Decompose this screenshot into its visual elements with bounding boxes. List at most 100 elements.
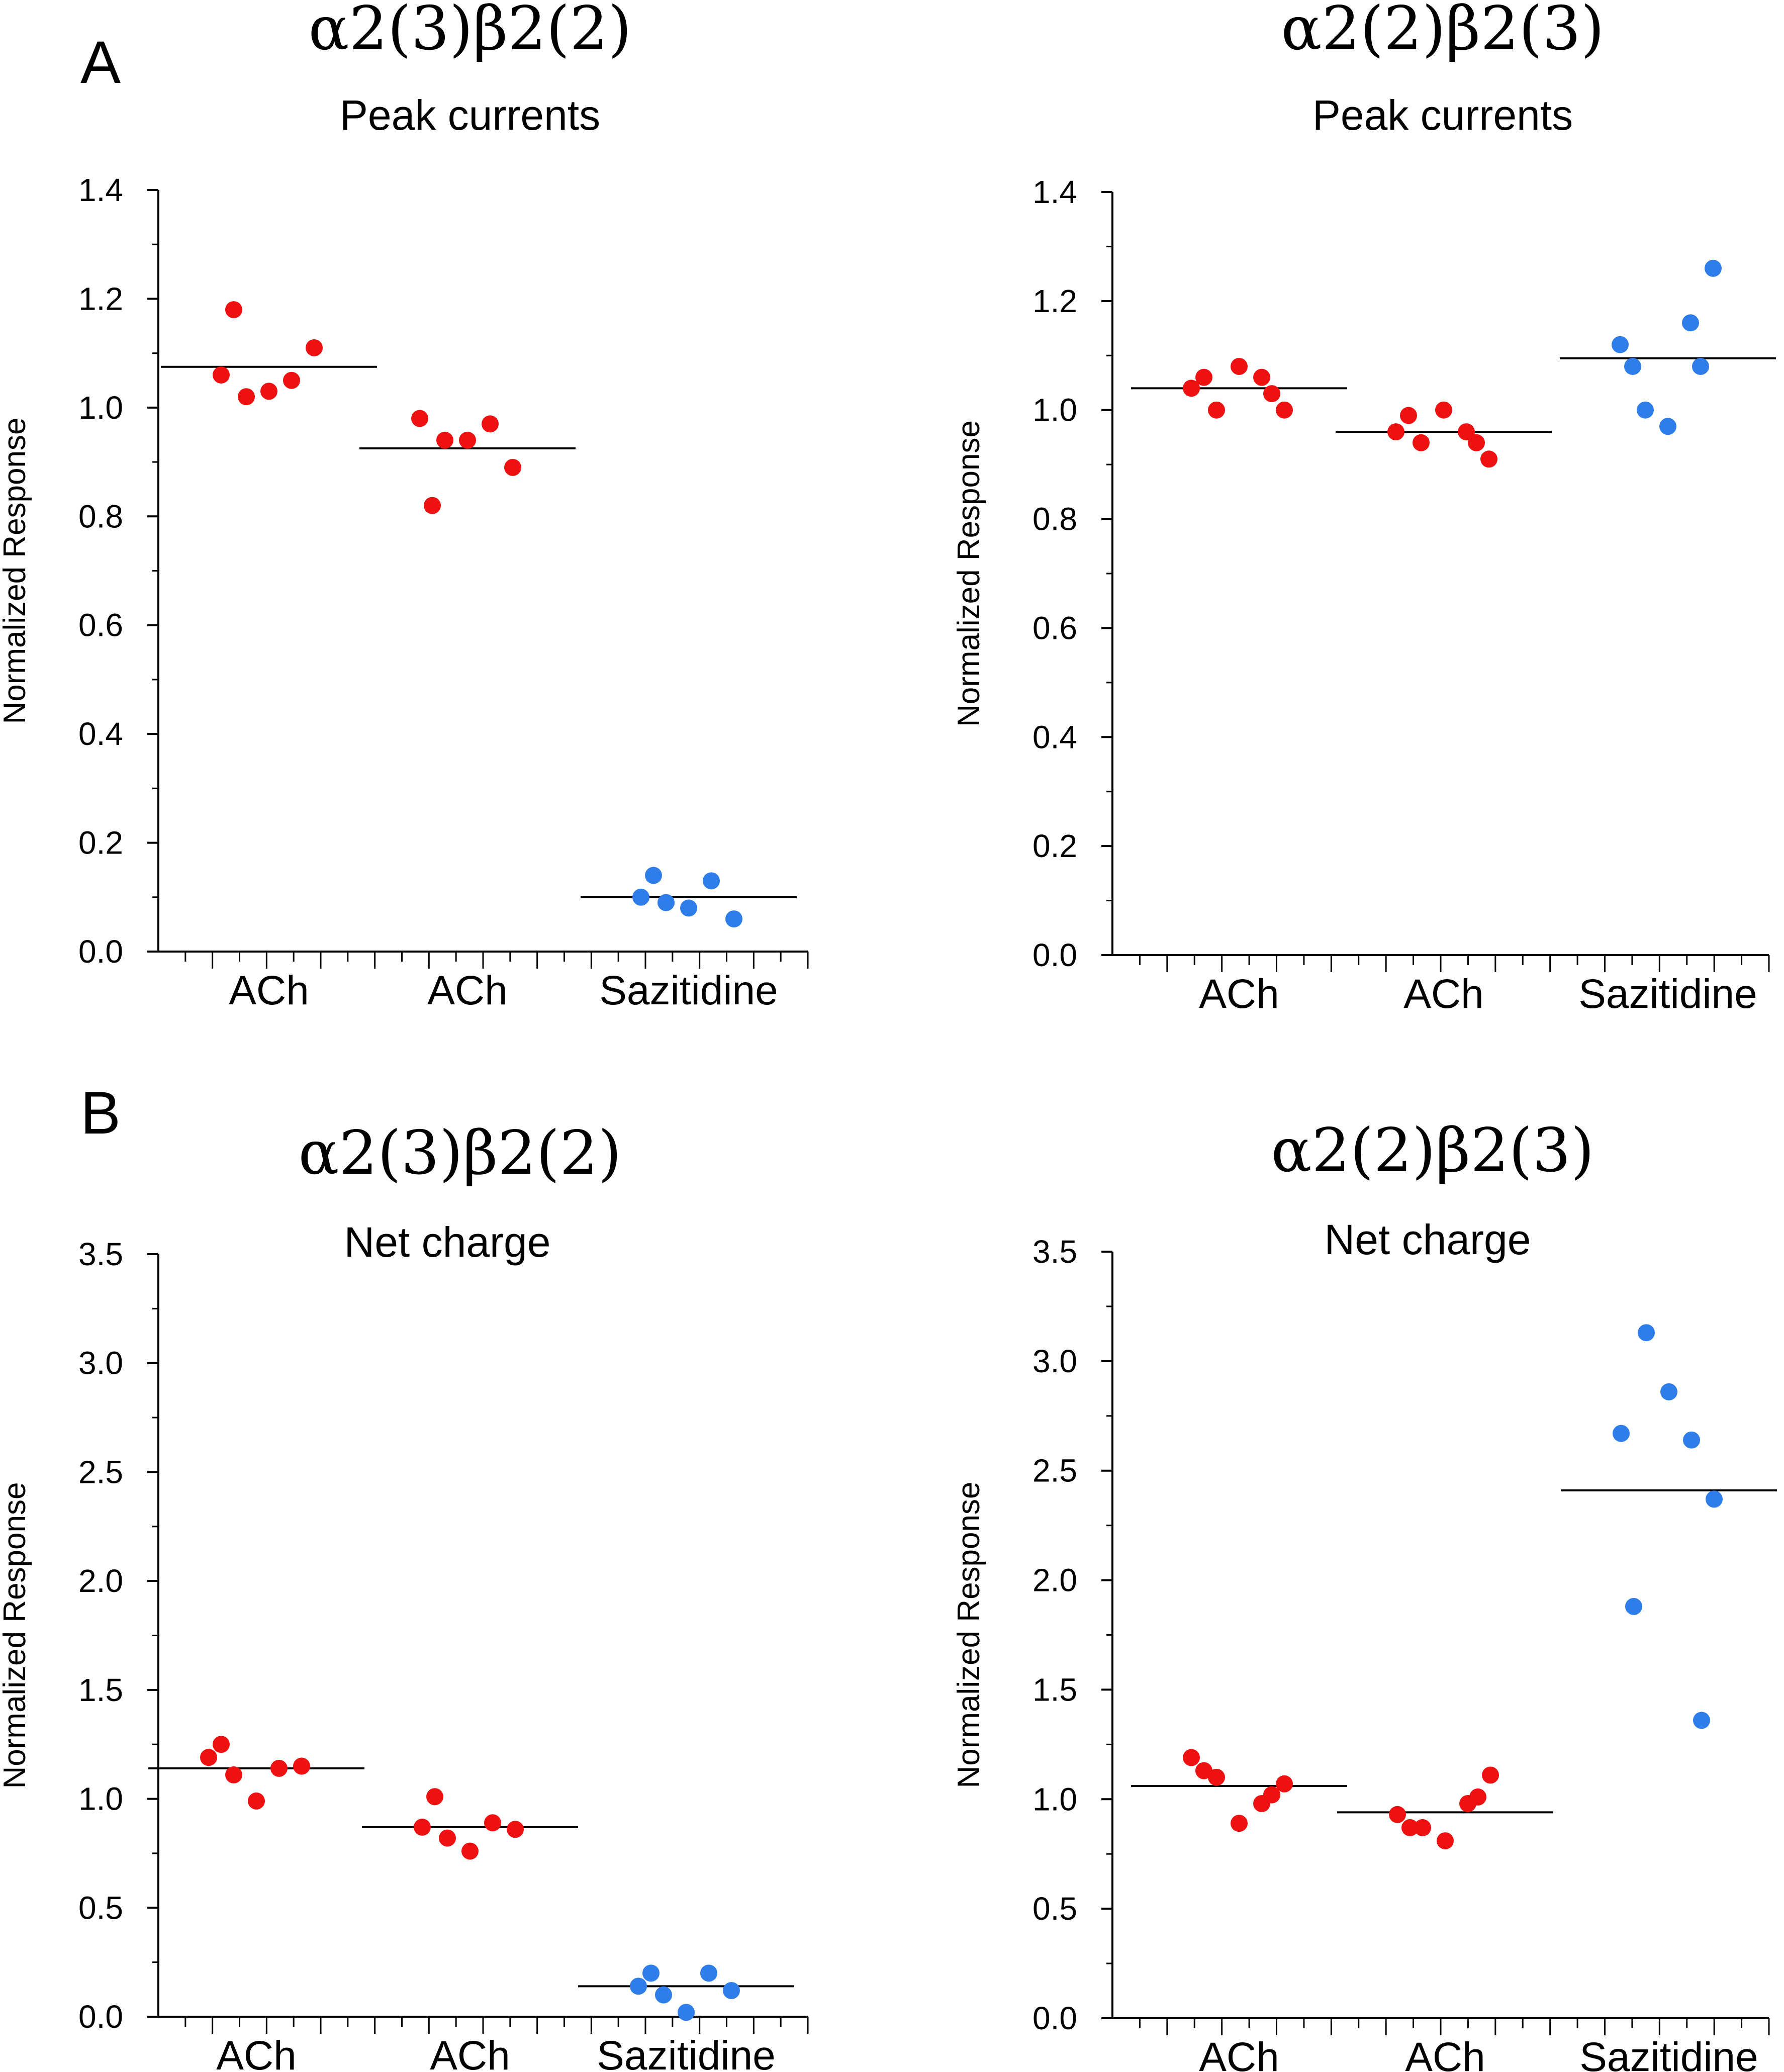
data-point (459, 431, 476, 449)
y-tick-label: 1.4 (78, 172, 123, 208)
chart-title: Peak currents (1312, 91, 1573, 139)
data-point (655, 1986, 672, 2004)
y-tick-label: 0.5 (78, 1890, 123, 1926)
data-point (411, 410, 428, 427)
data-point (424, 497, 441, 514)
y-axis-label: Normalized Response (952, 1482, 986, 1788)
data-point (238, 388, 255, 406)
chart-b-right: α2(2)β2(3) Net charge 0.0 0.5 1.0 1.5 2.0 2.5 3.… (952, 1116, 1777, 2072)
data-point (200, 1749, 217, 1766)
y-tick-label: 1.0 (78, 1781, 123, 1817)
data-point (1638, 1324, 1655, 1342)
chart-b-left: α2(3)β2(2) Net charge 0.0 0.5 1.0 1.5 2.0 2.5 3.… (0, 1118, 809, 2072)
y-tick-label: 1.2 (78, 280, 123, 317)
data-point (723, 1982, 740, 1999)
y-tick-label: 3.0 (1032, 1343, 1077, 1379)
data-point (213, 1736, 230, 1753)
data-point (1705, 259, 1722, 277)
data-point (1683, 1431, 1700, 1449)
data-point (1276, 1775, 1293, 1793)
data-point (1637, 401, 1654, 419)
data-point (703, 872, 720, 890)
data-point (225, 301, 242, 319)
y-tick-label: 1.5 (1032, 1671, 1077, 1708)
x-category-label: ACh (229, 968, 309, 1013)
data-point (1437, 1832, 1454, 1850)
data-point (1208, 1768, 1225, 1786)
x-category-label: ACh (216, 2033, 297, 2072)
data-point (293, 1757, 310, 1775)
data-point (630, 1977, 647, 1995)
data-point (1693, 1712, 1710, 1729)
data-point (1692, 357, 1709, 375)
data-point (484, 1814, 501, 1832)
data-point (1183, 380, 1200, 397)
data-point (680, 899, 697, 917)
data-point (482, 415, 499, 433)
y-tick-label: 0.0 (1032, 2000, 1077, 2036)
y-tick-label: 0.0 (78, 933, 123, 970)
data-point (260, 383, 277, 400)
x-category-label: Sazitidine (599, 968, 778, 1013)
data-point (306, 339, 323, 356)
construct-label: α2(3)β2(2) (298, 1118, 621, 1188)
x-category-label: Sazitidine (1579, 2034, 1758, 2072)
y-tick-label: 1.0 (1032, 1781, 1077, 1817)
construct-label: α2(2)β2(3) (1281, 0, 1604, 64)
data-point (439, 1829, 456, 1847)
y-axis-label: Normalized Response (952, 420, 986, 727)
data-point (1612, 336, 1629, 353)
y-tick-label: 3.5 (1032, 1234, 1077, 1270)
data-point (1482, 1766, 1499, 1784)
y-tick-label: 0.6 (78, 607, 123, 643)
data-point (1195, 1762, 1212, 1779)
y-tick-label: 0.2 (78, 825, 123, 861)
data-point (1414, 1819, 1431, 1836)
data-point (213, 366, 230, 384)
data-point (1706, 1490, 1723, 1508)
data-point (1624, 357, 1641, 375)
data-point (658, 894, 675, 911)
data-point (414, 1818, 431, 1836)
data-point (1387, 423, 1404, 441)
x-category-label: ACh (427, 968, 508, 1013)
chart-title: Peak currents (340, 91, 600, 139)
data-point (700, 1964, 717, 1982)
data-point (1389, 1806, 1406, 1823)
x-category-label: ACh (1199, 2034, 1279, 2072)
data-point (1659, 418, 1676, 435)
y-tick-label: 0.0 (1032, 937, 1077, 973)
x-category-label: Sazitidine (597, 2033, 776, 2072)
data-point (1208, 401, 1225, 419)
y-tick-label: 1.4 (1032, 174, 1077, 210)
data-point (1469, 1788, 1486, 1806)
data-point (1231, 357, 1248, 375)
chart-title: Net charge (344, 1218, 551, 1266)
y-tick-label: 3.5 (78, 1236, 123, 1272)
y-tick-label: 1.0 (78, 390, 123, 426)
construct-label: α2(3)β2(2) (308, 0, 631, 64)
data-point (270, 1759, 288, 1777)
data-point (1401, 1819, 1419, 1836)
y-tick-label: 2.0 (1032, 1562, 1077, 1598)
data-point (283, 371, 300, 389)
data-point (678, 2004, 695, 2021)
y-tick-label: 2.5 (78, 1454, 123, 1490)
data-point (1480, 450, 1497, 468)
data-point (645, 867, 662, 884)
data-point (1613, 1425, 1630, 1442)
construct-label: α2(2)β2(3) (1271, 1116, 1594, 1186)
y-tick-label: 1.0 (1032, 392, 1077, 428)
x-category-label: Sazitidine (1578, 971, 1757, 1017)
y-axis-label: Normalized Response (0, 1482, 32, 1789)
panel-label-b: B (80, 1079, 121, 1147)
y-tick-label: 2.0 (78, 1563, 123, 1599)
data-point (1435, 401, 1452, 419)
y-tick-label: 0.4 (1032, 719, 1077, 755)
data-point (248, 1792, 265, 1810)
data-point (1276, 401, 1293, 419)
data-point (504, 458, 521, 476)
data-point (1195, 368, 1212, 386)
y-tick-label: 0.4 (78, 716, 123, 752)
y-axis-label: Normalized Response (0, 418, 32, 724)
